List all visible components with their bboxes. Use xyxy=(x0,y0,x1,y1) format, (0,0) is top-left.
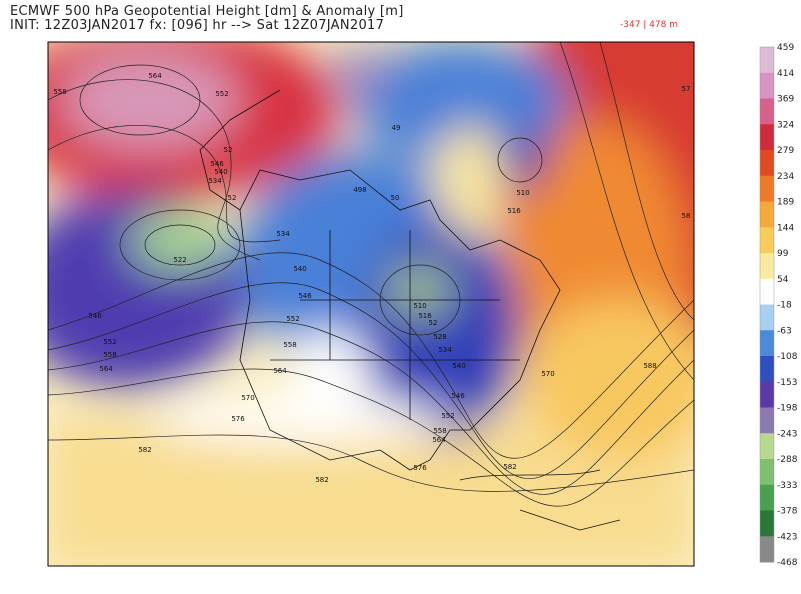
subtitle: INIT: 12Z03JAN2017 fx: [096] hr --> Sat … xyxy=(10,18,385,33)
colorbar-label: -288 xyxy=(777,455,798,465)
colorbar-segment xyxy=(760,150,774,177)
contour-label: 516 xyxy=(507,207,521,215)
colorbar-label: -378 xyxy=(777,507,798,517)
contour-label: 564 xyxy=(99,365,113,373)
colorbar-segment xyxy=(760,484,774,511)
colorbar-segment xyxy=(760,227,774,254)
contour-label: 534 xyxy=(208,177,222,185)
contour-label: 52 xyxy=(429,319,438,327)
contour-label: 534 xyxy=(438,346,452,354)
colorbar-label: -198 xyxy=(777,404,798,414)
contour-label: 582 xyxy=(138,446,151,454)
colorbar-segment xyxy=(760,536,774,563)
contour-label: 510 xyxy=(516,189,529,197)
colorbar-segment xyxy=(760,459,774,486)
contour-label: 540 xyxy=(452,362,465,370)
contour-label: 552 xyxy=(286,315,299,323)
contour-label: 552 xyxy=(215,90,228,98)
colorbar-label: 234 xyxy=(777,172,794,182)
colorbar-label: 99 xyxy=(777,249,789,259)
contour-label: 510 xyxy=(413,302,426,310)
contour-label: 546 xyxy=(451,392,465,400)
colorbar: 459 414 369 324 279 234 189 144 99 54 -18 -63 -108 -1… xyxy=(759,43,798,568)
colorbar-label: -153 xyxy=(777,378,797,388)
contour-label: 552 xyxy=(441,412,454,420)
colorbar-label: 54 xyxy=(777,275,789,285)
colorbar-segment xyxy=(760,433,774,460)
colorbar-segment xyxy=(760,381,774,408)
coastlines xyxy=(199,89,621,531)
contour-label: 57 xyxy=(682,85,691,93)
colorbar-label: 414 xyxy=(777,69,794,79)
contour-label: 558 xyxy=(53,88,66,96)
contour-label: 570 xyxy=(541,370,554,378)
contour-label: 558 xyxy=(283,341,296,349)
contour-label: 546 xyxy=(88,312,102,320)
colorbar-segment xyxy=(760,278,774,305)
colorbar-segment xyxy=(760,98,774,125)
contour-label: 552 xyxy=(103,338,116,346)
colorbar-label: 369 xyxy=(777,95,794,105)
colorbar-frame xyxy=(759,46,775,563)
colorbar-label: -108 xyxy=(777,352,798,362)
anomaly-field xyxy=(48,42,694,566)
contour-label: 564 xyxy=(432,436,446,444)
contour-label: 534 xyxy=(276,230,290,238)
contour-label: 52 xyxy=(228,194,237,202)
contour-label: 582 xyxy=(315,476,328,484)
contour-label: 522 xyxy=(173,256,186,264)
colorbar-segment xyxy=(760,72,774,99)
colorbar-label: -423 xyxy=(777,532,797,542)
colorbar-segment xyxy=(760,510,774,537)
colorbar-segment xyxy=(760,356,774,383)
colorbar-label: -468 xyxy=(777,558,798,568)
colorbar-label: -243 xyxy=(777,429,797,439)
contour-label: 588 xyxy=(643,362,656,370)
anomaly-range: -347 | 478 m xyxy=(620,20,678,30)
colorbar-segment xyxy=(760,47,774,74)
contour-label: 52 xyxy=(224,146,233,154)
contour-label: 570 xyxy=(241,394,254,402)
title: ECMWF 500 hPa Geopotential Height [dm] &… xyxy=(10,4,404,19)
contour-label: 564 xyxy=(273,367,287,375)
contour-label: 576 xyxy=(413,464,427,472)
contour-label: 540 xyxy=(293,265,306,273)
contour-label: 540 xyxy=(214,168,227,176)
contour-label: 576 xyxy=(231,415,245,423)
colorbar-label: -18 xyxy=(777,301,792,311)
colorbar-segment xyxy=(760,407,774,434)
colorbar-label: 144 xyxy=(777,223,794,233)
contour-label: 558 xyxy=(433,427,446,435)
contour-label: 516 xyxy=(418,312,432,320)
colorbar-segment xyxy=(760,201,774,228)
colorbar-label: 459 xyxy=(777,43,794,53)
height-contours xyxy=(48,42,694,507)
colorbar-label: -63 xyxy=(777,326,792,336)
map-frame xyxy=(47,41,695,567)
contour-label: 49 xyxy=(392,124,401,132)
contour-label: 558 xyxy=(103,351,116,359)
contour-label: 582 xyxy=(503,463,516,471)
contour-label: 498 xyxy=(353,186,366,194)
colorbar-label: 189 xyxy=(777,198,794,208)
colorbar-label: 324 xyxy=(777,120,794,130)
colorbar-segment xyxy=(760,304,774,331)
contour-label: 546 xyxy=(298,292,312,300)
colorbar-label: -333 xyxy=(777,481,797,491)
colorbar-segment xyxy=(760,124,774,151)
contour-label: 528 xyxy=(433,333,446,341)
colorbar-segment xyxy=(760,175,774,202)
contour-label: 564 xyxy=(148,72,162,80)
colorbar-segment xyxy=(760,330,774,357)
colorbar-label: 279 xyxy=(777,146,794,156)
contour-label: 50 xyxy=(391,194,400,202)
colorbar-segment xyxy=(760,253,774,280)
contour-label: 546 xyxy=(210,160,224,168)
contour-label: 58 xyxy=(682,212,691,220)
